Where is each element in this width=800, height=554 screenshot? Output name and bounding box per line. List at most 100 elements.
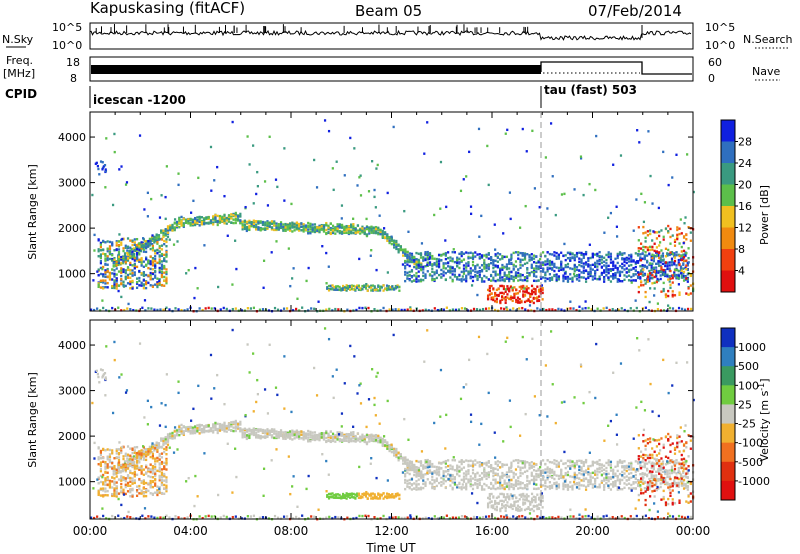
power-cell [156, 282, 159, 286]
power-cell [99, 272, 102, 276]
power-cell [684, 275, 687, 278]
power-cell [417, 270, 420, 273]
velocity-cell [345, 439, 348, 443]
power-cell [172, 243, 176, 246]
velocity-cell [408, 460, 412, 463]
power-cell [420, 242, 424, 245]
power-cell [194, 223, 197, 227]
velocity-cell [135, 451, 139, 455]
power-cell [352, 228, 355, 232]
power-cell [239, 214, 242, 218]
power-cell [465, 274, 468, 278]
power-cell [404, 259, 407, 263]
power-ytick-label: 4000 [58, 131, 86, 144]
power-cell [589, 268, 592, 271]
velocity-cell [149, 468, 152, 471]
velocity-cell [198, 432, 201, 435]
power-cell [607, 216, 610, 219]
power-cell [569, 277, 572, 280]
power-cell [105, 137, 108, 140]
power-cell [609, 211, 613, 215]
velocity-cell [397, 451, 400, 454]
power-cell [417, 263, 420, 267]
power-cell [203, 217, 206, 220]
power-cell [662, 309, 666, 312]
power-cell [394, 308, 397, 311]
velocity-cell [104, 490, 107, 493]
velocity-cell [104, 487, 107, 490]
velocity-cell [142, 482, 145, 486]
power-cell [367, 306, 370, 310]
power-cell [447, 270, 450, 273]
velocity-cell [169, 436, 172, 440]
power-cell [614, 266, 617, 269]
power-cell [160, 283, 164, 287]
power-cell [343, 228, 346, 231]
power-cell [135, 277, 139, 280]
power-cell [264, 224, 267, 227]
velocity-cell [415, 468, 418, 472]
power-cell [377, 289, 380, 292]
power-cell [309, 232, 312, 235]
power-cell [549, 122, 553, 125]
velocity-cell [120, 463, 123, 467]
power-cell [182, 225, 185, 229]
power-cell [680, 269, 683, 272]
power-cell [529, 300, 532, 303]
power-cell [582, 271, 585, 275]
power-cell [310, 307, 313, 310]
velocity-cell [111, 465, 114, 469]
velocity-cell [135, 445, 139, 449]
power-cell [129, 280, 132, 284]
power-cell [309, 222, 312, 226]
power-cell [460, 278, 463, 281]
velocity-cell [154, 468, 157, 471]
power-cell [368, 226, 371, 230]
power-cell [530, 289, 534, 292]
velocity-cell [282, 433, 285, 437]
power-cell [587, 265, 590, 268]
velocity-cell [347, 437, 350, 440]
power-cell [612, 262, 615, 265]
power-cell [165, 306, 168, 309]
power-cell [245, 229, 248, 233]
velocity-cell [320, 433, 323, 436]
power-cell [569, 252, 572, 256]
velocity-cell [122, 476, 125, 479]
power-cell [345, 226, 348, 229]
power-cell [605, 274, 608, 277]
velocity-cell [162, 443, 165, 447]
velocity-cell [331, 437, 335, 440]
power-cell [180, 221, 183, 225]
velocity-cell [270, 428, 274, 431]
power-cell [564, 265, 567, 269]
power-cell [546, 260, 549, 263]
power-cell [96, 270, 99, 273]
power-cell [104, 275, 107, 279]
power-cell [307, 266, 310, 270]
velocity-cell [347, 433, 350, 436]
power-cell [516, 292, 520, 295]
velocity-cell [196, 429, 199, 433]
power-cell [526, 268, 529, 271]
power-cell [373, 188, 376, 192]
power-cell [536, 307, 539, 310]
power-cell [313, 307, 316, 310]
velocity-cell [304, 432, 308, 435]
power-cell [358, 257, 361, 261]
power-cell [451, 259, 454, 263]
power-cell [347, 225, 350, 228]
power-colorbar-tick: 24 [738, 157, 752, 170]
power-cell [148, 244, 151, 247]
power-cell [609, 268, 613, 271]
power-cell [105, 309, 108, 312]
power-cell [115, 284, 118, 288]
power-cell [519, 226, 522, 229]
power-cell [501, 263, 504, 267]
velocity-cell [160, 439, 163, 442]
power-cell [131, 243, 134, 247]
power-cell [636, 261, 640, 264]
power-cell [231, 120, 234, 124]
power-cell [424, 257, 427, 260]
